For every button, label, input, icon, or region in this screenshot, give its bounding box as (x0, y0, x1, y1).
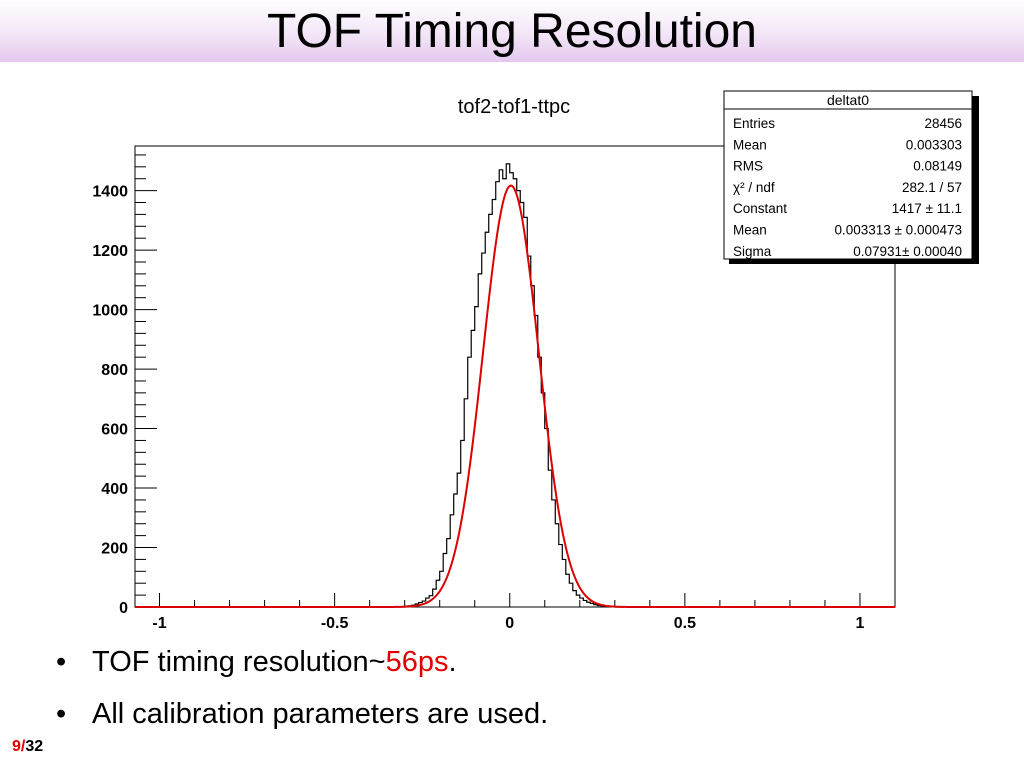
bullet-dot: • (56, 646, 67, 678)
x-tick-label: -1 (152, 615, 166, 632)
page-number: 9/32 (12, 738, 43, 756)
x-tick-label: 1 (856, 615, 865, 632)
bullet-highlight: 56ps (385, 646, 449, 678)
stats-row-label: Entries (733, 116, 775, 131)
y-tick-label: 400 (101, 481, 128, 498)
stats-row-label: Constant (733, 201, 787, 216)
y-tick-label: 1000 (92, 303, 128, 320)
x-tick-label: -0.5 (321, 615, 349, 632)
x-axis: -1 -0.5 0 0.5 1 (152, 593, 865, 632)
stats-row-label: Mean (733, 223, 767, 238)
x-tick-label: 0 (505, 615, 514, 632)
chart-title: tof2-tof1-ttpc (458, 96, 570, 118)
histogram-series (135, 163, 895, 608)
stats-row-label: Mean (733, 137, 767, 152)
plot-frame (134, 145, 896, 608)
stats-row-value: 0.07931± 0.00040 (853, 244, 962, 259)
stats-row-value: 282.1 / 57 (902, 180, 962, 195)
y-tick-label: 200 (101, 541, 128, 558)
bullet-item-2: • All calibration parameters are used. (56, 698, 548, 731)
bullet-tail: . (448, 646, 457, 678)
stats-row-label: Sigma (733, 244, 772, 259)
stats-row-value: 0.08149 (913, 159, 962, 174)
histogram-chart: tof2-tof1-ttpc 0 200 400 600 800 1000 1200 1400… (92, 90, 979, 632)
bullet-dot: • (56, 698, 67, 730)
x-tick-label: 0.5 (674, 615, 696, 632)
bullet-text: All calibration parameters are used. (92, 698, 549, 730)
title-band (0, 0, 1024, 62)
gaussian-fit-curve (135, 184, 895, 608)
y-tick-label: 1200 (92, 243, 128, 260)
bullet-text: TOF timing resolution~ (92, 646, 386, 678)
y-tick-label: 800 (101, 362, 128, 379)
page-total: 32 (25, 738, 44, 755)
stats-row-value: 0.003303 (906, 137, 962, 152)
y-tick-label: 1400 (92, 184, 128, 201)
stats-row-value: 28456 (924, 116, 962, 131)
stats-row-value: 1417 ± 11.1 (892, 201, 962, 216)
y-tick-label: 600 (101, 422, 128, 439)
stats-box: deltat0 Entries 28456 Mean 0.003303 RMS 0.081… (723, 90, 979, 264)
stats-row-label: χ² / ndf (733, 180, 775, 195)
page-separator: / (20, 738, 26, 755)
slide-title: TOF Timing Resolution (267, 5, 757, 58)
page-current: 9 (12, 738, 21, 755)
stats-row-label: RMS (733, 159, 763, 174)
stats-row-value: 0.003313 ± 0.000473 (834, 223, 962, 238)
stats-box-name: deltat0 (827, 92, 869, 108)
bullet-item-1: • TOF timing resolution~56ps. (56, 646, 457, 679)
y-axis: 0 200 400 600 800 1000 1200 1400 (92, 154, 157, 617)
y-tick-label: 0 (119, 600, 128, 617)
